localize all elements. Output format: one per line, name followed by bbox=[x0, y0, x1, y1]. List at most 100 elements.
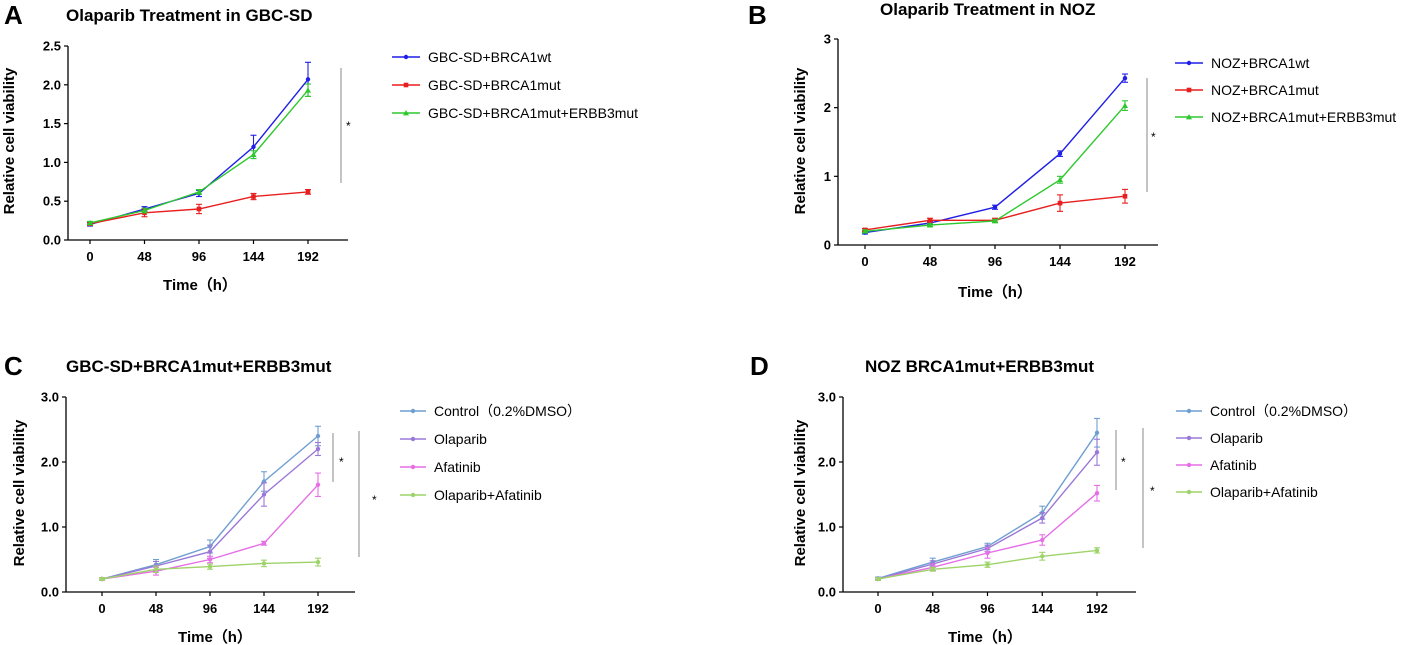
data-point bbox=[992, 217, 998, 224]
data-point bbox=[315, 482, 321, 487]
x-tick-label: 48 bbox=[149, 601, 163, 616]
data-point bbox=[1122, 75, 1128, 81]
y-tick-label: 0.5 bbox=[43, 194, 61, 209]
x-tick-label: 144 bbox=[243, 249, 265, 264]
x-tick-label: 192 bbox=[307, 601, 329, 616]
y-tick-label: 1.0 bbox=[41, 520, 59, 535]
panel-letter-d: D bbox=[750, 351, 769, 381]
y-tick-label: 1 bbox=[824, 169, 831, 184]
data-point bbox=[261, 541, 267, 546]
legend-label: Afatinib bbox=[1210, 457, 1257, 473]
x-tick-label: 0 bbox=[874, 601, 881, 616]
data-point bbox=[250, 151, 257, 158]
y-axis-label-b: Relative cell viability bbox=[792, 67, 809, 214]
x-tick-label: 144 bbox=[1049, 254, 1071, 269]
legend-item: NOZ+BRCA1mut bbox=[1175, 82, 1319, 98]
series-3 bbox=[862, 100, 1128, 234]
legend-item: Olaparib bbox=[1176, 430, 1263, 446]
y-axis-label-a: Relative cell viability bbox=[1, 67, 18, 214]
data-point bbox=[305, 87, 311, 93]
data-point bbox=[305, 77, 311, 82]
x-tick-label: 48 bbox=[137, 249, 151, 264]
panel-letter-c: C bbox=[4, 351, 23, 381]
data-point bbox=[1040, 537, 1045, 543]
legend-item: Control（0.2%DMSO） bbox=[400, 403, 581, 419]
significance-marker: * bbox=[1121, 455, 1126, 469]
panel-letter-b: B bbox=[748, 0, 767, 30]
significance-marker: * bbox=[1151, 130, 1156, 144]
series-line bbox=[89, 89, 309, 224]
legend-label: Olaparib+Afatinib bbox=[1210, 484, 1318, 500]
series-4 bbox=[875, 547, 1100, 582]
panel-d: D NOZ BRCA1mut+ERBB3mut Time（h） Relative… bbox=[750, 351, 1357, 645]
legend-marker bbox=[1186, 114, 1192, 120]
legend-marker bbox=[1186, 87, 1192, 93]
legend-marker bbox=[410, 436, 416, 442]
legend-label: Control（0.2%DMSO） bbox=[434, 403, 581, 419]
x-tick-label: 144 bbox=[1031, 601, 1053, 616]
data-point bbox=[305, 189, 311, 195]
legend-item: NOZ+BRCA1mut+ERBB3mut bbox=[1175, 109, 1396, 125]
data-point bbox=[315, 433, 321, 439]
y-tick-label: 1.0 bbox=[43, 155, 61, 170]
legend-label: Afatinib bbox=[434, 459, 481, 475]
y-tick-label: 2.0 bbox=[818, 455, 836, 470]
data-point bbox=[87, 219, 93, 226]
x-axis-label-a: Time（h） bbox=[163, 276, 237, 294]
legend-marker bbox=[1186, 462, 1192, 468]
data-point bbox=[1094, 450, 1100, 455]
y-tick-label: 1.5 bbox=[43, 116, 61, 131]
data-point bbox=[862, 228, 868, 234]
y-axis-label-d: Relative cell viability bbox=[792, 419, 809, 566]
data-point bbox=[251, 194, 256, 199]
legend-label: NOZ+BRCA1wt bbox=[1211, 55, 1310, 71]
data-point bbox=[153, 567, 159, 572]
panel-title-b: Olaparib Treatment in NOZ bbox=[880, 0, 1095, 19]
y-tick-label: 0.0 bbox=[818, 585, 836, 600]
series-3 bbox=[87, 83, 311, 226]
legend-marker bbox=[410, 408, 416, 414]
data-point bbox=[1122, 193, 1128, 199]
significance-marker: * bbox=[339, 455, 344, 469]
legend-label: Olaparib bbox=[1210, 430, 1263, 446]
x-tick-label: 96 bbox=[192, 249, 206, 264]
legend-label: GBC-SD+BRCA1mut bbox=[428, 77, 561, 93]
data-point bbox=[261, 561, 267, 566]
data-point bbox=[1057, 200, 1063, 206]
legend-label: Control（0.2%DMSO） bbox=[1210, 403, 1357, 419]
legend-marker bbox=[1186, 435, 1192, 441]
legend-label: GBC-SD+BRCA1mut+ERBB3mut bbox=[428, 105, 638, 121]
legend-item: Olaparib+Afatinib bbox=[1176, 484, 1318, 500]
legend-item: GBC-SD+BRCA1mut bbox=[392, 77, 561, 93]
panel-title-c: GBC-SD+BRCA1mut+ERBB3mut bbox=[66, 357, 332, 376]
data-point bbox=[992, 205, 998, 210]
legend-item: Olaparib+Afatinib bbox=[400, 487, 542, 503]
legend-item: Control（0.2%DMSO） bbox=[1176, 403, 1357, 419]
x-axis-label-b: Time（h） bbox=[958, 283, 1032, 301]
data-point bbox=[875, 576, 881, 582]
y-tick-label: 1.0 bbox=[818, 520, 836, 535]
legend-item: GBC-SD+BRCA1mut+ERBB3mut bbox=[392, 105, 638, 121]
legend-marker bbox=[1186, 60, 1192, 66]
x-tick-label: 0 bbox=[861, 254, 868, 269]
legend-marker bbox=[403, 54, 409, 60]
legend-item: GBC-SD+BRCA1wt bbox=[392, 49, 551, 65]
series-1 bbox=[862, 73, 1128, 235]
data-point bbox=[1057, 176, 1063, 183]
legend-marker bbox=[410, 492, 416, 498]
data-point bbox=[1040, 515, 1045, 521]
x-tick-label: 0 bbox=[86, 249, 93, 264]
y-tick-label: 2.0 bbox=[41, 455, 59, 470]
data-point bbox=[1094, 548, 1100, 553]
panel-b: B Olaparib Treatment in NOZ Time（h） Rela… bbox=[748, 0, 1396, 301]
data-point bbox=[99, 576, 105, 582]
series-4 bbox=[99, 557, 321, 582]
panel-a: A Olaparib Treatment in GBC-SD Time（h） R… bbox=[1, 0, 638, 294]
x-tick-label: 0 bbox=[98, 601, 105, 616]
data-point bbox=[207, 549, 213, 554]
series-2 bbox=[862, 188, 1128, 233]
data-point bbox=[207, 557, 213, 562]
x-tick-label: 144 bbox=[253, 601, 275, 616]
x-tick-label: 48 bbox=[926, 601, 940, 616]
legend-marker bbox=[1186, 408, 1192, 414]
